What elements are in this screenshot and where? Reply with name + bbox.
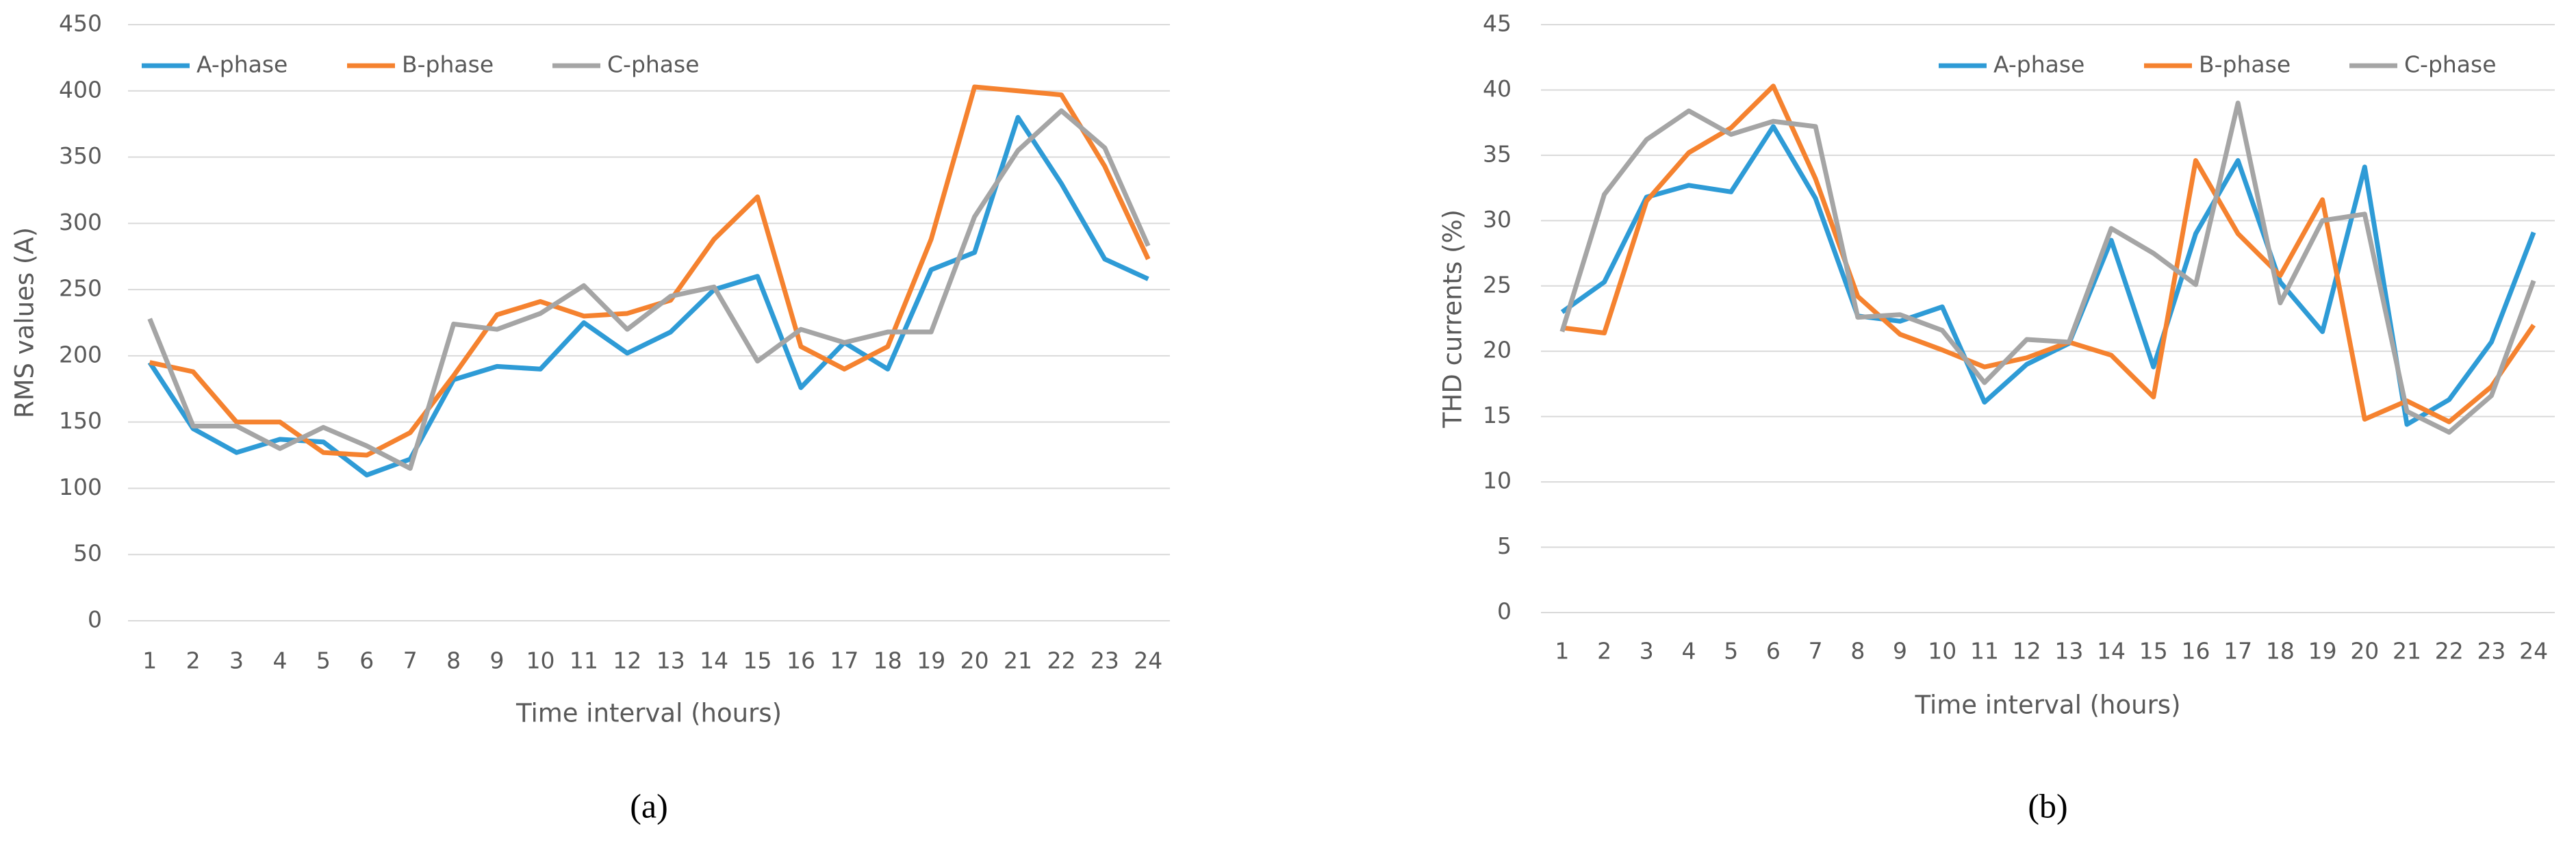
line-series [1559, 101, 2536, 435]
x-tick-label: 1 [1555, 638, 1569, 665]
x-tick-label: 24 [2519, 638, 2548, 665]
y-tick-label: 30 [1483, 206, 1512, 233]
x-tick-label: 20 [960, 647, 989, 674]
y-tick-label: 350 [59, 142, 102, 169]
x-tick-label: 18 [873, 647, 902, 674]
x-tick-label: 14 [700, 647, 728, 674]
x-tick-label: 1 [142, 647, 157, 674]
x-tick-label: 6 [1766, 638, 1781, 665]
line-series [149, 84, 1151, 458]
x-tick-label: 15 [2139, 638, 2168, 665]
y-tick-label: 40 [1483, 75, 1512, 102]
y-axis-title: THD currents (%) [1438, 209, 1468, 428]
y-axis-title: RMS values (A) [10, 227, 40, 418]
x-tick-label: 16 [2181, 638, 2210, 665]
x-tick-label: 8 [1850, 638, 1865, 665]
y-tick-label: 100 [59, 474, 102, 500]
legend-label: C-phase [2404, 51, 2497, 78]
x-tick-label: 21 [2393, 638, 2421, 665]
y-tick-label: 150 [59, 407, 102, 434]
y-tick-label: 15 [1483, 402, 1512, 428]
x-tick-label: 19 [917, 647, 945, 674]
x-tick-label: 17 [830, 647, 858, 674]
y-tick-label: 20 [1483, 337, 1512, 363]
legend-label: B-phase [2199, 51, 2291, 78]
x-tick-label: 5 [1724, 638, 1738, 665]
x-tick-label: 8 [446, 647, 461, 674]
x-tick-label: 2 [186, 647, 201, 674]
x-tick-label: 23 [1091, 647, 1119, 674]
x-tick-label: 16 [787, 647, 815, 674]
caption: (a) [630, 786, 668, 825]
x-tick-label: 7 [1809, 638, 1823, 665]
x-tick-label: 13 [2054, 638, 2083, 665]
legend-label: A-phase [196, 51, 288, 78]
legend-label: B-phase [402, 51, 494, 78]
line-series [1561, 83, 2536, 424]
y-tick-label: 0 [1497, 598, 1512, 625]
x-tick-label: 22 [1047, 647, 1075, 674]
y-tick-label: 10 [1483, 467, 1512, 494]
x-tick-label: 9 [490, 647, 505, 674]
x-axis-title: Time interval (hours) [1914, 691, 2180, 720]
x-tick-label: 5 [316, 647, 331, 674]
y-tick-label: 0 [88, 606, 102, 633]
x-tick-label: 21 [1004, 647, 1032, 674]
legend-label: C-phase [607, 51, 700, 78]
x-tick-label: 4 [1681, 638, 1696, 665]
line-series [147, 108, 1151, 471]
x-tick-label: 9 [1893, 638, 1907, 665]
y-tick-label: 250 [59, 275, 102, 302]
x-tick-label: 23 [2477, 638, 2505, 665]
x-axis-title: Time interval (hours) [515, 699, 782, 728]
y-tick-label: 200 [59, 341, 102, 368]
x-tick-label: 10 [1928, 638, 1956, 665]
x-tick-label: 7 [403, 647, 418, 674]
x-tick-label: 11 [1970, 638, 1999, 665]
legend-label: A-phase [1993, 51, 2084, 78]
x-tick-label: 17 [2223, 638, 2252, 665]
x-tick-label: 11 [570, 647, 598, 674]
x-tick-label: 3 [229, 647, 244, 674]
y-tick-label: 25 [1483, 271, 1512, 298]
y-tick-label: 50 [73, 540, 102, 567]
y-tick-label: 35 [1483, 140, 1512, 167]
y-tick-label: 450 [59, 10, 102, 37]
x-tick-label: 12 [613, 647, 641, 674]
x-tick-label: 6 [359, 647, 374, 674]
x-tick-label: 2 [1597, 638, 1611, 665]
x-tick-label: 3 [1640, 638, 1654, 665]
x-tick-label: 4 [272, 647, 287, 674]
x-tick-label: 12 [2013, 638, 2041, 665]
x-tick-label: 13 [656, 647, 685, 674]
x-tick-label: 19 [2308, 638, 2337, 665]
y-tick-label: 5 [1497, 532, 1512, 559]
line-series [1560, 124, 2536, 427]
x-tick-label: 24 [1134, 647, 1162, 674]
y-tick-label: 45 [1483, 10, 1512, 37]
y-tick-label: 400 [59, 76, 102, 103]
x-tick-label: 20 [2350, 638, 2379, 665]
caption: (b) [2028, 786, 2067, 825]
x-tick-label: 18 [2266, 638, 2295, 665]
x-tick-label: 14 [2097, 638, 2126, 665]
x-tick-label: 10 [526, 647, 554, 674]
y-tick-label: 300 [59, 209, 102, 235]
line-series [147, 114, 1149, 478]
x-tick-label: 15 [743, 647, 772, 674]
x-tick-label: 22 [2435, 638, 2464, 665]
